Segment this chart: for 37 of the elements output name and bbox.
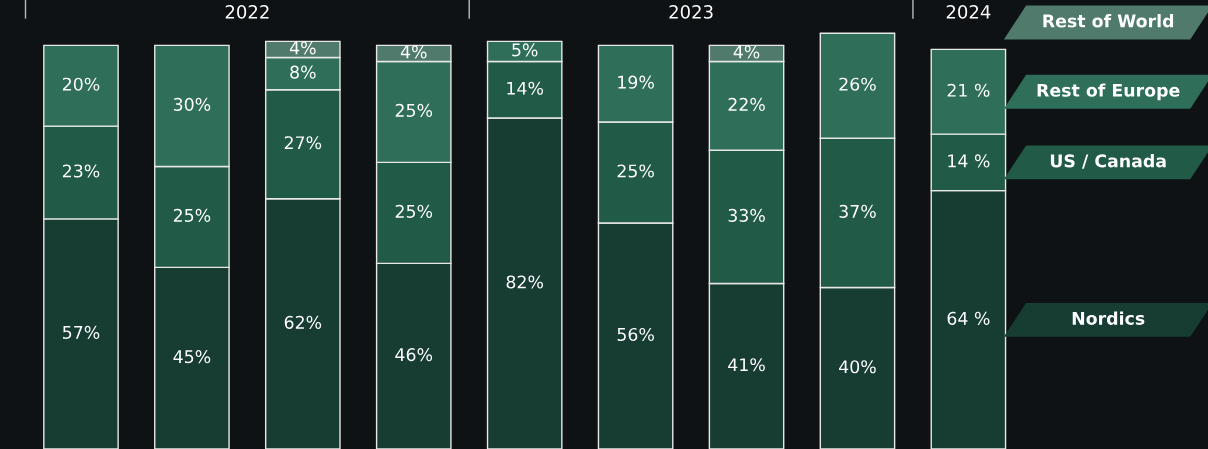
text: US / Canada (1050, 154, 1166, 169)
data-label: 4% (733, 45, 760, 59)
data-label: 5% (512, 43, 538, 57)
data-label: 25% (173, 208, 211, 222)
data-label: 14% (507, 81, 544, 95)
data-label: 4% (289, 41, 316, 55)
data-label: 27% (284, 136, 322, 150)
data-label: 26% (839, 77, 876, 91)
data-label: 62% (284, 315, 322, 329)
text: Nordics (1072, 311, 1145, 325)
data-label: 57% (63, 325, 100, 339)
data-label: 21 % (947, 83, 990, 97)
data-label: 8% (290, 65, 316, 79)
data-label: 30% (173, 97, 211, 111)
data-label: 82% (506, 275, 544, 289)
data-label: 37% (839, 204, 876, 218)
data-label: 64 % (947, 311, 990, 325)
data-label: 22% (728, 97, 765, 111)
text: 2023 (669, 5, 713, 19)
data-label: 40% (839, 360, 876, 374)
text: 2022 (225, 5, 269, 19)
data-label: 33% (728, 208, 765, 222)
data-label: 25% (395, 204, 433, 218)
data-label: 25% (395, 103, 433, 117)
data-label: 41% (728, 358, 765, 372)
data-label: 4% (400, 45, 427, 59)
data-label: 20% (62, 77, 100, 91)
data-label: 19% (618, 75, 654, 89)
data-label: 25% (617, 164, 654, 178)
data-label: 23% (62, 164, 100, 178)
data-label: 46% (395, 348, 433, 362)
text: Rest of World (1043, 14, 1174, 28)
data-label: 45% (173, 350, 211, 364)
series-label: Rest of Europe (1037, 83, 1180, 101)
text: 2024 (946, 5, 991, 19)
data-label: 56% (617, 327, 654, 342)
data-label: 14 % (948, 154, 990, 168)
